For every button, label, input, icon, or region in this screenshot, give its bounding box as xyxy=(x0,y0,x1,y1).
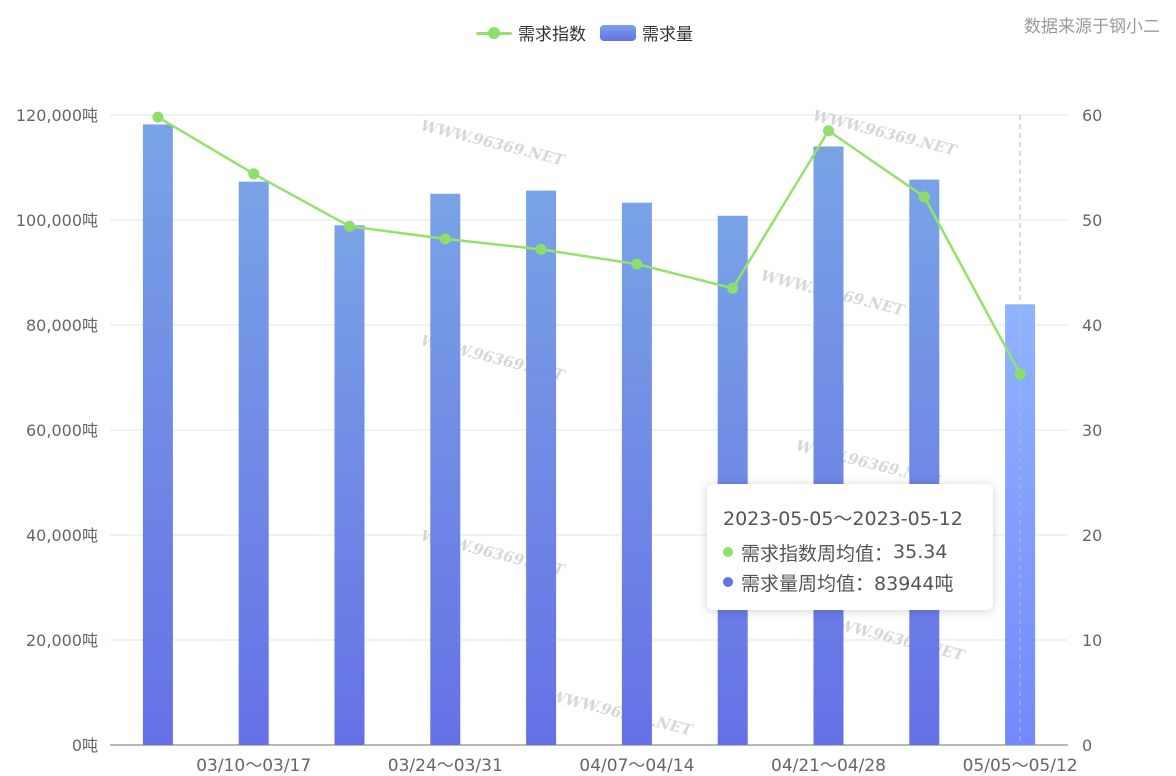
y-right-tick-label: 60 xyxy=(1082,106,1102,125)
x-tick-label: 03/24～03/31 xyxy=(388,756,503,776)
line-point xyxy=(248,168,260,180)
legend: 需求指数 需求量 xyxy=(476,20,707,45)
legend-item-index[interactable]: 需求指数 xyxy=(476,20,586,45)
line-point xyxy=(152,111,164,123)
y-right-tick-label: 0 xyxy=(1082,736,1092,755)
line-point xyxy=(535,243,547,255)
y-right-tick-label: 20 xyxy=(1082,526,1102,545)
y-left-tick-label: 120,000吨 xyxy=(16,106,98,125)
line-series xyxy=(152,111,1026,380)
x-tick-label: 03/10～03/17 xyxy=(196,756,311,776)
x-axis-labels: 03/10～03/17 03/24～03/31 04/07～04/14 04/21～0… xyxy=(196,756,1077,776)
legend-label-quantity: 需求量 xyxy=(642,25,693,45)
line-point xyxy=(1014,368,1026,380)
y-right-tick-label: 10 xyxy=(1082,631,1102,650)
blue-dot-icon xyxy=(723,577,733,587)
tooltip-index-label: 需求指数周均值： xyxy=(741,542,894,565)
bar xyxy=(142,124,173,745)
y-left-tick-label: 60,000吨 xyxy=(26,421,98,440)
line-legend-icon xyxy=(476,26,512,39)
y-left-tick-label: 20,000吨 xyxy=(26,631,98,650)
tooltip-row-index: 需求指数周均值： 35.34 xyxy=(723,537,979,567)
source-note: 数据来源于钢小二 xyxy=(1024,17,1160,37)
line-point xyxy=(344,220,355,232)
bar xyxy=(717,215,748,746)
legend-label-index: 需求指数 xyxy=(518,25,586,45)
bar-legend-icon xyxy=(600,24,636,41)
y-right-tick-label: 50 xyxy=(1082,211,1102,230)
line-point xyxy=(727,282,739,294)
watermark-text: WWW.96369.NET xyxy=(419,116,568,170)
y-left-tick-label: 80,000吨 xyxy=(26,316,98,335)
bar-series xyxy=(142,124,1036,746)
watermark-text: WWW.96369.NET xyxy=(547,686,696,740)
tooltip-qty-label: 需求量周均值： xyxy=(741,572,875,595)
y-right-tick-label: 30 xyxy=(1082,421,1102,440)
bar xyxy=(334,225,365,745)
bar xyxy=(238,181,269,746)
grid-lines xyxy=(110,114,1068,746)
line-point xyxy=(631,258,643,270)
x-tick-label: 04/21～04/28 xyxy=(771,756,886,776)
bar xyxy=(813,146,844,745)
legend-item-quantity[interactable]: 需求量 xyxy=(600,20,693,45)
tooltip-qty-value: 83944吨 xyxy=(874,572,954,595)
x-tick-label: 04/07～04/14 xyxy=(579,756,694,776)
y-left-tick-label: 100,000吨 xyxy=(16,211,98,230)
green-dot-icon xyxy=(723,547,733,557)
tooltip-title: 2023-05-05～2023-05-12 xyxy=(723,508,963,530)
bar xyxy=(621,202,652,746)
tooltip-row-quantity: 需求量周均值： 83944吨 xyxy=(723,567,979,597)
x-tick-label: 05/05～05/12 xyxy=(963,756,1078,776)
y-left-tick-label: 40,000吨 xyxy=(26,526,98,545)
y-right-tick-label: 40 xyxy=(1082,316,1102,335)
tooltip-index-value: 35.34 xyxy=(893,541,948,563)
line-point xyxy=(823,125,834,137)
line-point xyxy=(918,191,930,203)
line-point xyxy=(439,233,451,245)
watermarks: WWW.96369.NET WWW.96369.NETWWW.96369.NETW… xyxy=(419,106,968,740)
y-left-tick-label: 0吨 xyxy=(72,736,98,755)
y-axis-left-labels: 0吨 20,000吨 40,000吨 60,000吨 80,000吨 100,000吨 12… xyxy=(16,106,98,755)
index-line xyxy=(157,116,1022,375)
bar xyxy=(526,190,557,746)
tooltip: 2023-05-05～2023-05-12 需求指数周均值： 35.34 需求量… xyxy=(707,484,993,610)
y-axis-right-labels: 0 10 20 30 40 50 60 xyxy=(1082,106,1102,755)
bar xyxy=(430,193,461,745)
bar xyxy=(909,179,940,745)
